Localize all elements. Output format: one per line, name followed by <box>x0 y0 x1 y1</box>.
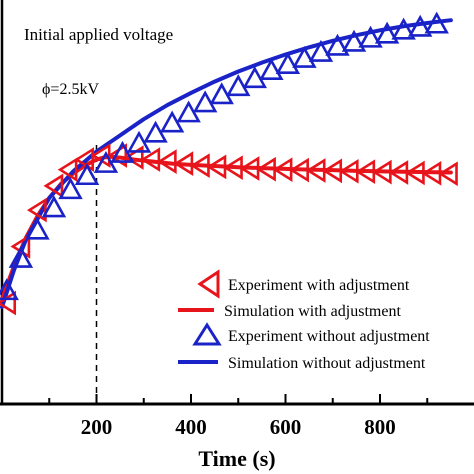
x-tick-labels: 200 400 600 800 <box>81 415 396 439</box>
data-point-experiment-with-adjustment <box>189 153 210 178</box>
data-point-experiment-without-adjustment <box>209 82 234 105</box>
data-point-experiment-with-adjustment <box>438 161 458 187</box>
data-point-experiment-without-adjustment <box>292 45 317 68</box>
data-point-experiment-without-adjustment <box>226 74 251 97</box>
data-point-experiment-without-adjustment <box>358 25 383 48</box>
data-point-experiment-with-adjustment <box>140 147 161 172</box>
legend: Experiment with adjustment Simulation wi… <box>178 269 430 372</box>
x-axis-label: Time (s) <box>198 446 275 471</box>
series-layer <box>0 11 458 316</box>
legend-label-experiment-with-adjustment: Experiment with adjustment <box>228 277 410 294</box>
data-point-experiment-with-adjustment <box>173 151 194 176</box>
data-point-experiment-without-adjustment <box>74 163 100 186</box>
annotation-phi: ϕ=2.5kV <box>42 81 99 98</box>
annotation-initial-voltage: Initial applied voltage <box>24 25 173 44</box>
data-point-experiment-with-adjustment <box>10 234 31 259</box>
data-point-experiment-without-adjustment <box>25 217 50 240</box>
data-point-experiment-with-adjustment <box>43 173 64 199</box>
data-point-experiment-without-adjustment <box>341 29 367 52</box>
data-point-experiment-with-adjustment <box>74 147 94 172</box>
data-point-experiment-without-adjustment <box>58 177 83 200</box>
x-tick-label: 600 <box>270 415 302 439</box>
data-point-experiment-without-adjustment <box>8 245 34 268</box>
data-point-experiment-without-adjustment <box>275 51 301 74</box>
data-point-experiment-with-adjustment <box>57 157 78 183</box>
data-point-experiment-without-adjustment <box>407 14 433 37</box>
data-point-experiment-without-adjustment <box>41 195 67 218</box>
data-point-experiment-without-adjustment <box>0 278 19 301</box>
legend-label-simulation-without-adjustment: Simulation without adjustment <box>228 355 426 372</box>
data-point-experiment-without-adjustment <box>308 39 334 62</box>
legend-label-experiment-without-adjustment: Experiment without adjustment <box>228 328 430 345</box>
legend-marker-experiment-without-adjustment <box>192 322 222 346</box>
x-tick-label: 200 <box>81 415 113 439</box>
data-point-experiment-with-adjustment <box>26 197 47 223</box>
data-point-experiment-without-adjustment <box>242 66 267 89</box>
data-point-experiment-with-adjustment <box>156 149 177 174</box>
data-point-experiment-without-adjustment <box>259 58 284 80</box>
legend-label-simulation-with-adjustment: Simulation with adjustment <box>224 303 401 320</box>
data-point-experiment-without-adjustment <box>424 11 449 34</box>
x-tick-label: 400 <box>175 415 207 439</box>
data-point-experiment-without-adjustment <box>391 17 416 40</box>
data-point-experiment-without-adjustment <box>325 33 350 56</box>
data-point-experiment-without-adjustment <box>192 90 218 113</box>
x-tick-label: 800 <box>364 415 396 439</box>
legend-marker-experiment-with-adjustment <box>197 269 220 299</box>
data-point-experiment-without-adjustment <box>374 21 400 44</box>
